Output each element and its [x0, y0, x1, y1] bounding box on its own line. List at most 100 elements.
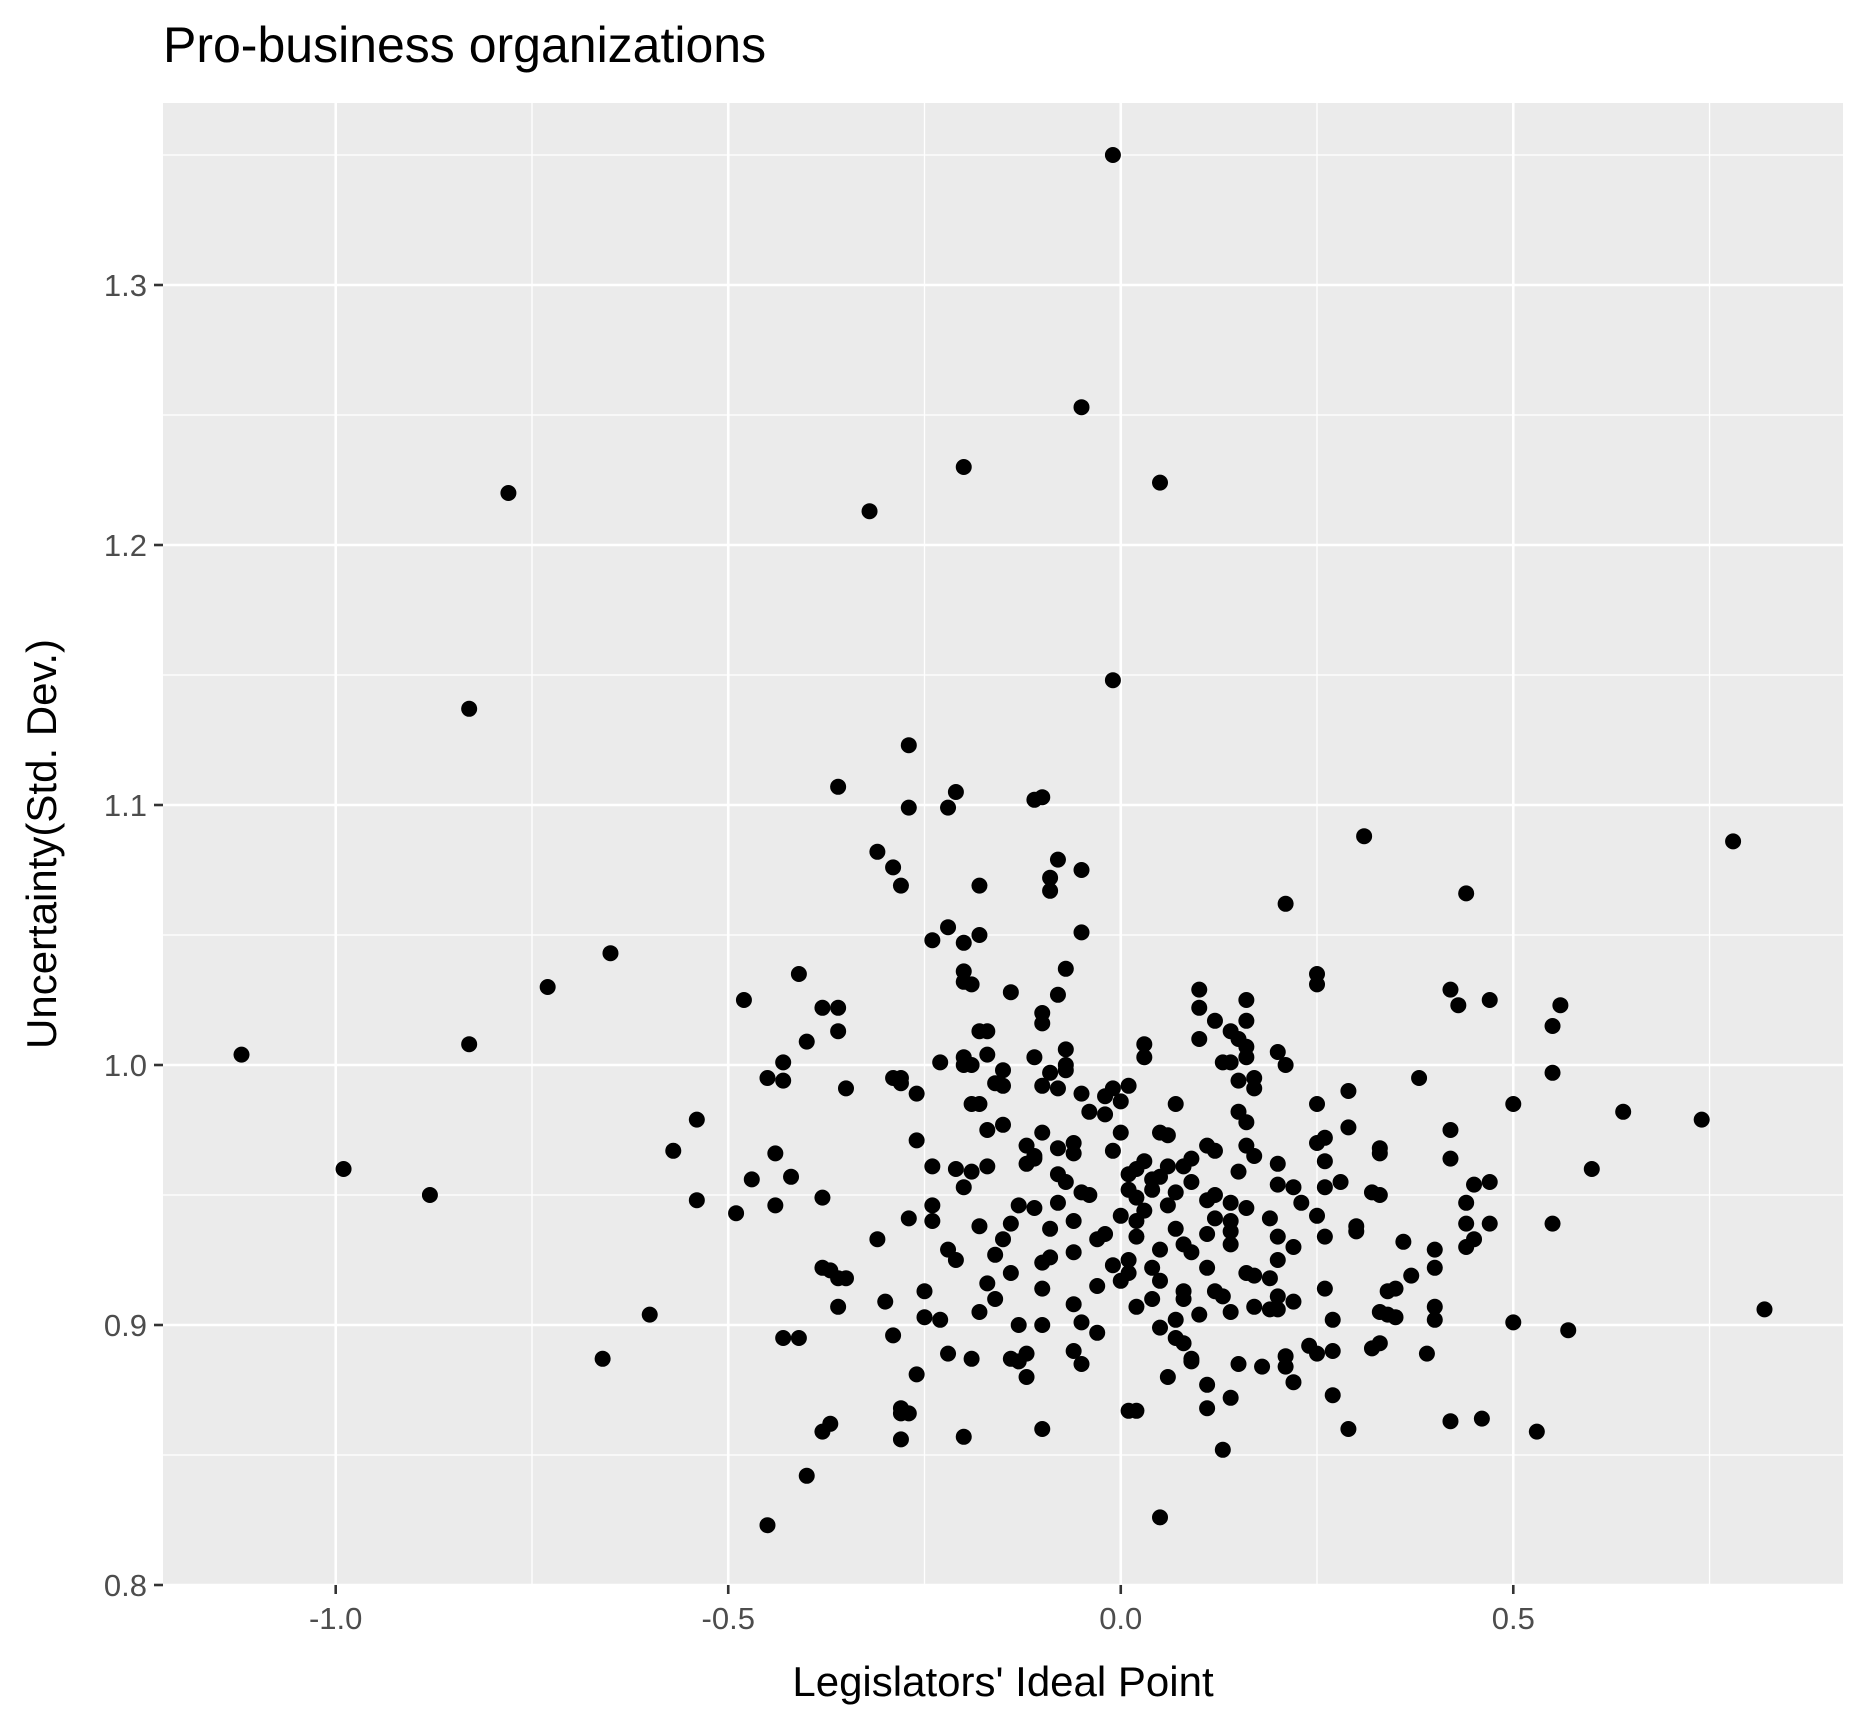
data-point	[900, 799, 917, 816]
data-point	[892, 877, 909, 894]
data-point	[1136, 1036, 1153, 1053]
data-point	[971, 1218, 988, 1235]
y-tick-label: 1.1	[104, 788, 147, 823]
data-point	[790, 1330, 807, 1346]
data-point	[1269, 1044, 1286, 1060]
data-point	[1214, 1441, 1231, 1458]
data-point	[1426, 1311, 1443, 1328]
data-point	[1426, 1241, 1443, 1258]
data-point	[1152, 1509, 1169, 1526]
data-point	[1481, 1174, 1498, 1190]
data-point	[1442, 981, 1459, 998]
data-point	[940, 919, 957, 936]
data-point	[908, 1132, 925, 1149]
data-point	[1222, 1223, 1239, 1240]
data-point	[1269, 1176, 1286, 1193]
data-point	[641, 1306, 658, 1323]
data-point	[1057, 960, 1074, 977]
data-point	[1544, 1018, 1561, 1034]
data-point	[1199, 1400, 1216, 1417]
data-point	[1136, 1049, 1153, 1066]
data-point	[735, 992, 752, 1008]
data-point	[971, 1023, 988, 1040]
chart-title: Pro-business organizations	[163, 17, 766, 73]
data-point	[1152, 474, 1169, 491]
data-point	[1073, 1314, 1090, 1331]
data-point	[1042, 1064, 1059, 1081]
data-point	[1316, 1228, 1333, 1245]
data-point	[1026, 1200, 1043, 1216]
data-point	[1034, 1254, 1051, 1271]
data-point	[1175, 1158, 1192, 1175]
data-point	[1222, 1194, 1239, 1211]
data-point	[1285, 1293, 1302, 1310]
data-point	[900, 1210, 917, 1227]
data-point	[1426, 1298, 1443, 1315]
data-point	[1285, 1374, 1302, 1391]
data-point	[1544, 1064, 1561, 1081]
data-point	[1167, 1184, 1184, 1201]
data-point	[947, 784, 964, 800]
data-point	[1112, 1093, 1129, 1110]
data-point	[1089, 1278, 1106, 1294]
data-point	[963, 1350, 980, 1367]
data-point	[1246, 1267, 1263, 1284]
data-point	[885, 859, 902, 876]
data-point	[1560, 1322, 1577, 1339]
data-point	[916, 1309, 933, 1326]
y-tick-label: 1.0	[104, 1048, 147, 1083]
data-point	[1073, 862, 1090, 878]
data-point	[1199, 1376, 1216, 1393]
data-point	[955, 459, 972, 475]
data-point	[1261, 1210, 1278, 1227]
data-point	[1309, 976, 1326, 993]
data-point	[743, 1171, 760, 1188]
data-point	[947, 1161, 964, 1177]
data-point	[461, 1036, 478, 1053]
minor-gridlines	[163, 103, 1843, 1585]
data-point	[963, 976, 980, 993]
data-point	[1316, 1179, 1333, 1196]
data-point	[869, 843, 886, 860]
x-tick-label: -0.5	[702, 1601, 755, 1636]
data-point	[1309, 1345, 1326, 1362]
data-point	[1152, 1241, 1169, 1258]
data-point	[1269, 1288, 1286, 1305]
data-point	[995, 1062, 1011, 1079]
data-point	[1191, 999, 1208, 1016]
data-point	[1183, 1174, 1200, 1190]
data-point	[987, 1291, 1004, 1307]
data-point	[1191, 1306, 1208, 1323]
data-point	[1065, 1213, 1082, 1229]
data-point	[1348, 1223, 1365, 1240]
data-point	[971, 877, 988, 894]
data-point	[1238, 1200, 1255, 1216]
data-point	[1042, 1220, 1059, 1237]
x-tick-label: -1.0	[309, 1601, 362, 1636]
data-point	[1144, 1291, 1161, 1307]
data-point	[688, 1192, 705, 1209]
data-point	[1411, 1070, 1428, 1086]
data-point	[1073, 924, 1090, 941]
data-point	[1010, 1197, 1027, 1214]
x-tick-label: 0.0	[1099, 1601, 1142, 1636]
data-point	[1159, 1197, 1176, 1214]
data-point	[892, 1405, 909, 1422]
data-point	[1120, 1077, 1137, 1094]
data-point	[783, 1168, 800, 1185]
data-point	[877, 1293, 894, 1310]
data-point	[1324, 1311, 1341, 1328]
data-point	[1458, 1239, 1475, 1255]
data-point	[1128, 1189, 1145, 1206]
data-point	[1285, 1179, 1302, 1196]
data-point	[830, 999, 847, 1016]
data-point	[1254, 1358, 1271, 1375]
data-point	[1725, 833, 1742, 850]
data-point	[955, 934, 972, 951]
data-point	[955, 1428, 972, 1445]
data-point	[900, 737, 917, 754]
data-point	[885, 1327, 902, 1344]
data-point	[1167, 1096, 1184, 1112]
data-point	[1505, 1314, 1522, 1331]
